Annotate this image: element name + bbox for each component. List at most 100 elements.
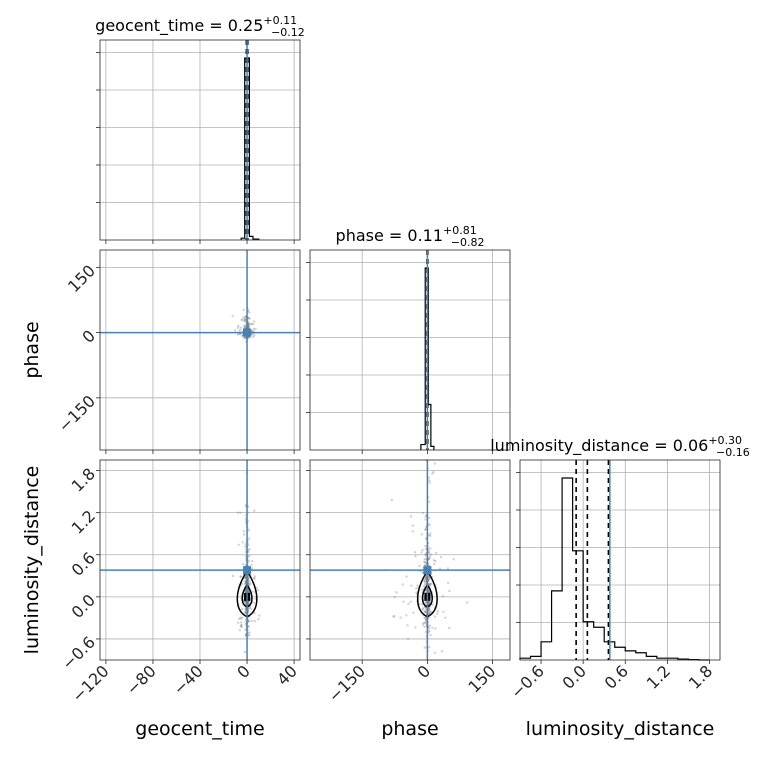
sample-point (393, 615, 396, 618)
sample-point (247, 322, 250, 325)
sample-point (244, 315, 247, 318)
y-tick-label: 0.0 (68, 590, 99, 621)
sample-point (423, 583, 427, 586)
sample-point (429, 534, 432, 537)
sample-point (424, 558, 428, 561)
x-tick-label: 0 (233, 661, 254, 682)
sample-point (248, 633, 251, 637)
sample-point (244, 601, 247, 604)
sample-point (250, 559, 254, 563)
sample-point (405, 575, 408, 578)
sample-point (424, 577, 428, 580)
sample-point (248, 631, 251, 634)
sample-point (415, 591, 418, 594)
sample-point (427, 476, 431, 479)
sample-point (250, 567, 254, 570)
title-plus: +0.30 (708, 434, 742, 447)
sample-point (452, 558, 455, 561)
sample-point (421, 511, 425, 515)
sample-point (424, 580, 427, 583)
sample-point (436, 612, 439, 615)
sample-point (247, 600, 250, 604)
sample-point (236, 326, 240, 329)
sample-point (428, 577, 431, 580)
x-tick-label: −150 (324, 661, 369, 706)
sample-point (255, 586, 258, 590)
sample-point (243, 319, 247, 322)
title-median: 0.06 (673, 436, 709, 455)
sample-point (440, 650, 444, 653)
sample-point (420, 533, 423, 536)
sample-point (427, 590, 430, 593)
sample-point (243, 600, 247, 603)
sample-point (421, 623, 425, 626)
sample-point (429, 610, 432, 613)
sample-point (250, 619, 253, 623)
sample-point (248, 583, 251, 587)
sample-point (423, 609, 426, 612)
histogram-step (240, 57, 260, 240)
sample-point (427, 557, 431, 560)
sample-point (254, 597, 257, 600)
truth-marker (243, 566, 252, 575)
sample-point (239, 511, 242, 514)
sample-point (399, 616, 402, 619)
y-tick-label: 1.8 (68, 464, 99, 495)
sample-point (247, 620, 250, 623)
sample-point (243, 324, 246, 328)
sample-point (252, 576, 256, 580)
title-median: 0.11 (407, 226, 443, 245)
sample-point (242, 530, 245, 533)
sample-point (239, 333, 242, 336)
sample-point (247, 325, 250, 328)
sample-point (429, 634, 432, 637)
sample-point (247, 317, 251, 320)
sample-point (423, 611, 426, 614)
sample-point (244, 608, 247, 611)
sample-point (248, 580, 251, 583)
sample-point (431, 626, 434, 629)
title-minus: −0.16 (716, 446, 750, 459)
x-tick-label: 1.2 (643, 661, 674, 692)
sample-point (410, 584, 413, 587)
sample-point (466, 601, 469, 604)
sample-point (247, 323, 250, 326)
title-geocent-time: geocent_time = 0.25+0.11 −0.12 (95, 14, 305, 39)
sample-point (240, 608, 244, 611)
sample-point (258, 614, 261, 617)
sample-point (447, 581, 450, 585)
sample-point (236, 511, 240, 514)
y-tick-label: 0 (78, 326, 99, 347)
sample-point (414, 554, 417, 558)
x-tick-label: 40 (273, 661, 301, 689)
sample-point (422, 621, 425, 625)
sample-point (244, 612, 247, 615)
sample-point (244, 326, 247, 329)
sample-point (244, 318, 247, 322)
sample-point (429, 532, 432, 535)
y-tick-label: 150 (64, 261, 99, 296)
sample-point (415, 587, 418, 590)
sample-point (247, 610, 250, 613)
sample-point (392, 615, 395, 618)
sample-point (424, 515, 427, 518)
sample-point (429, 547, 432, 550)
sample-point (435, 551, 438, 555)
sample-point (231, 574, 235, 578)
sample-point (241, 616, 244, 619)
panel-scatter-ld-phase: −150 0 150 (306, 458, 511, 706)
panel-scatter-ld-geocent-time: −120 −80 −40 0 40−0.60.00.61.21.8 (58, 459, 301, 706)
sample-point (240, 318, 243, 322)
sample-point (244, 315, 247, 318)
sample-point (241, 318, 244, 321)
sample-point (424, 577, 428, 580)
sample-point (250, 322, 253, 325)
sample-point (239, 575, 243, 578)
sample-point (432, 470, 435, 474)
y-tick-label: 0.6 (68, 548, 99, 579)
sample-point (256, 589, 260, 592)
sample-point (427, 611, 431, 614)
sample-point (249, 323, 252, 326)
sample-point (238, 629, 241, 632)
sample-point (428, 583, 431, 586)
